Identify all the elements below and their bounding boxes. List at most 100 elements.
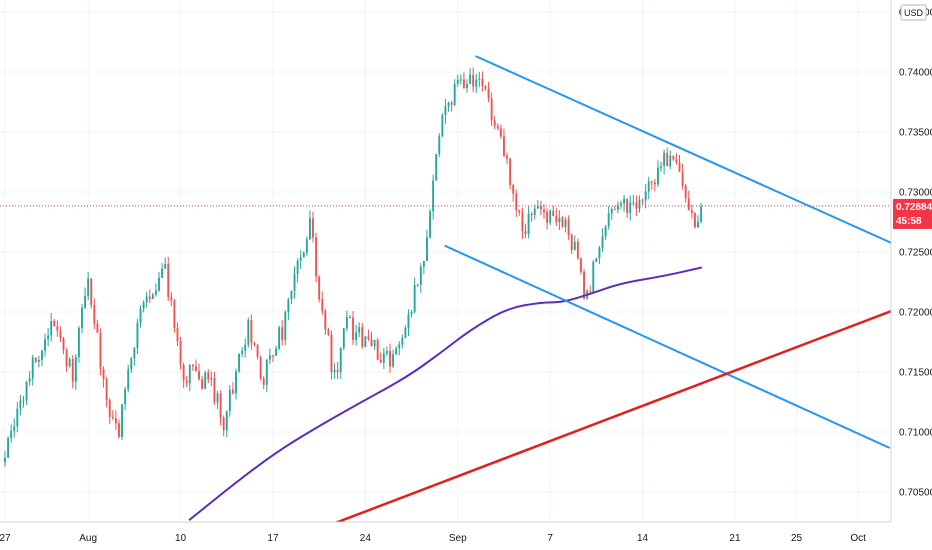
candle-body [638,199,641,209]
candle-body [10,430,13,439]
candle-body [604,226,607,237]
candle-body [148,296,151,299]
candle-body [352,317,354,340]
candle-body [379,359,382,363]
candle-body [142,302,145,309]
candle-body [589,291,592,293]
time-axis[interactable]: 27 Aug 10 17 24 Sep 7 14 21 25 Oct [0,533,866,544]
candle-body [663,152,666,167]
candle-body [616,205,619,210]
candle-body [318,276,321,300]
candle-body [244,344,247,351]
candle-body [219,393,222,418]
candle-body [490,98,493,121]
time-axis-background[interactable] [0,522,932,550]
candle-body [521,212,524,232]
candle-body [47,335,50,340]
price-tick-label: 0.74000 [899,68,932,79]
candle-body [111,416,114,419]
candle-body [376,339,379,360]
candle-body [684,185,687,199]
candle-body [321,299,324,311]
candle-body [308,218,311,240]
candle-body [570,234,573,250]
candle-body [530,213,533,215]
price-axis-background[interactable] [891,0,932,522]
candle-body [632,202,635,204]
candle-body [552,210,555,216]
candle-body [124,389,127,405]
candle-body [105,379,108,401]
current-price-tag: 0.72884 45:58 [893,198,932,229]
candle-body [59,330,62,339]
price-tick-label: 0.70500 [899,488,932,499]
price-tick-label: 0.73500 [899,128,932,139]
candle-body [198,371,200,380]
time-tick-label: Sep [449,533,467,544]
candle-body [44,339,46,351]
candle-body [629,202,632,214]
candle-body [370,338,373,347]
candle-body [367,336,370,339]
candle-body [469,74,472,85]
candle-body [601,236,604,248]
candle-body [364,336,367,347]
candle-body [204,372,207,389]
candle-body [620,203,622,206]
candle-body [7,438,10,458]
candle-body [268,355,271,360]
candle-body [330,334,333,373]
time-tick-label: 10 [175,533,187,544]
candle-body [693,213,696,228]
candle-body [503,136,505,156]
candle-body [459,79,462,81]
candle-body [74,357,77,382]
support-trendline [327,307,900,527]
time-tick-label: 7 [547,533,553,544]
candle-body [697,221,699,228]
candle-body [536,206,539,209]
candle-body [432,180,435,212]
candle-body [84,295,87,308]
candle-body [71,359,74,382]
candle-body [25,381,28,401]
candle-body [564,219,567,227]
candle-body [90,278,93,305]
candle-body [41,350,43,360]
candle-body [62,338,65,350]
candle-body [660,166,662,168]
candle-body [644,191,647,201]
candle-body [493,120,496,127]
candle-body [447,102,450,107]
candle-body [358,327,361,333]
candle-body [435,153,438,181]
candle-body [87,278,90,296]
candle-body [96,323,99,333]
currency-badge[interactable]: USD [900,4,927,21]
time-tick-label: Oct [850,533,866,544]
time-tick-label: 21 [729,533,741,544]
candle-body [154,290,157,295]
candle-body [681,171,684,186]
candle-body [678,162,681,172]
candle-body [201,379,204,389]
candle-body [349,317,351,319]
candle-body [509,158,512,185]
candle-body [573,242,576,250]
candle-body [222,417,225,431]
candle-body [382,353,385,363]
candlestick-series [4,67,703,467]
candle-body [19,400,22,409]
candle-body [133,348,136,359]
candle-body [499,128,502,137]
candle-body [583,271,585,299]
candle-body [272,355,274,357]
candle-body [512,184,515,194]
candle-body [213,377,216,403]
candle-body [136,322,139,349]
candle-body [456,79,459,84]
candle-body [327,329,330,335]
currency-label: USD [904,8,924,18]
candle-body [475,79,478,87]
